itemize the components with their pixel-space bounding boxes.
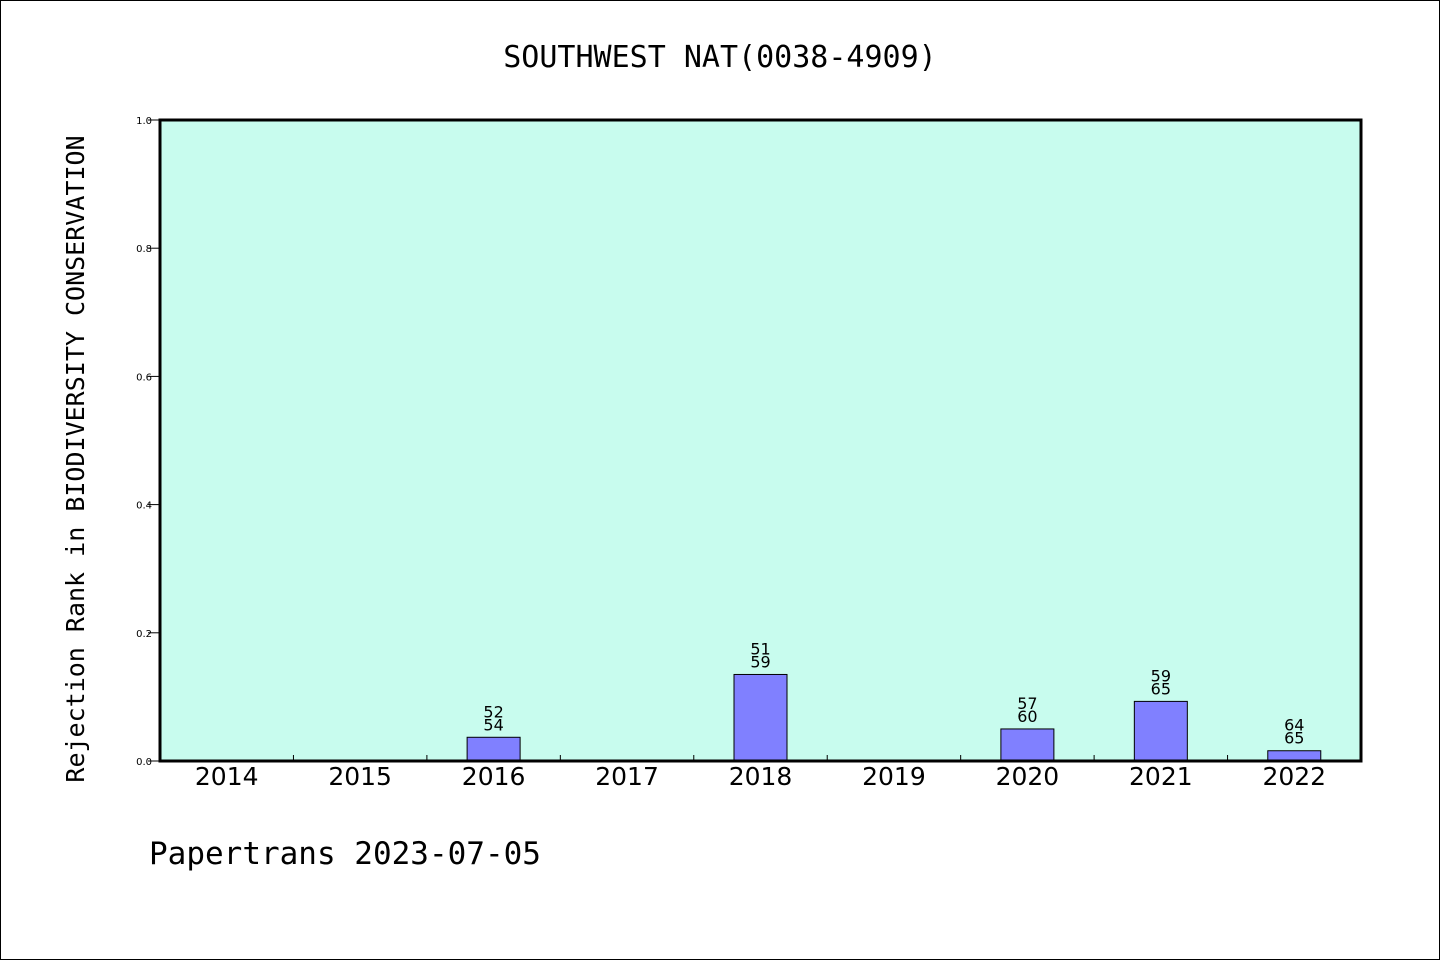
bar-label-bottom: 54: [483, 715, 503, 734]
bar-label-top: 59: [1151, 666, 1171, 685]
y-axis: 0.0 0.2 0.4 0.6 0.8 1.0: [136, 116, 160, 768]
bar-label-top: 51: [750, 639, 770, 658]
x-axis: 2014 2015 2016 2017 2018 2019 2020 2021 2022: [195, 755, 1326, 791]
bar-label-top: 52: [483, 702, 503, 721]
x-tick-label: 2019: [862, 762, 926, 791]
x-tick-label: 2018: [729, 762, 793, 791]
plot-area: [160, 120, 1361, 761]
x-tick-label: 2020: [996, 762, 1060, 791]
y-tick-label: 0.4: [136, 501, 152, 512]
x-tick-label: 2015: [328, 762, 392, 791]
y-tick-label: 0.2: [136, 629, 152, 640]
plot-border: [158, 118, 1363, 763]
bar: [466, 736, 521, 762]
bar-label-top: 57: [1017, 694, 1037, 713]
bar-label-top: 64: [1284, 716, 1304, 735]
y-tick-label: 0.0: [136, 757, 152, 768]
y-axis-label: Rejection Rank in BIODIVERSITY CONSERVAT…: [61, 135, 90, 782]
y-tick-label: 0.8: [136, 244, 152, 255]
x-tick-label: 2016: [462, 762, 526, 791]
chart-title: SOUTHWEST NAT(0038-4909): [503, 40, 936, 75]
x-tick-label: 2022: [1262, 762, 1326, 791]
bar: [733, 673, 788, 762]
y-tick-label: 0.6: [136, 372, 152, 383]
bar-series: [466, 673, 1322, 762]
bar: [1267, 750, 1322, 762]
footer-text: Papertrans 2023-07-05: [149, 836, 541, 872]
y-tick-label: 1.0: [136, 116, 152, 127]
bar-label-bottom: 59: [750, 652, 770, 671]
x-tick-label: 2021: [1129, 762, 1193, 791]
bar-label-bottom: 65: [1284, 729, 1304, 748]
bar-label-bottom: 65: [1151, 679, 1171, 698]
x-tick-label: 2017: [595, 762, 659, 791]
x-tick-label: 2014: [195, 762, 259, 791]
bar: [1000, 728, 1055, 762]
bar-label-bottom: 60: [1017, 707, 1037, 726]
bar: [1133, 700, 1188, 762]
